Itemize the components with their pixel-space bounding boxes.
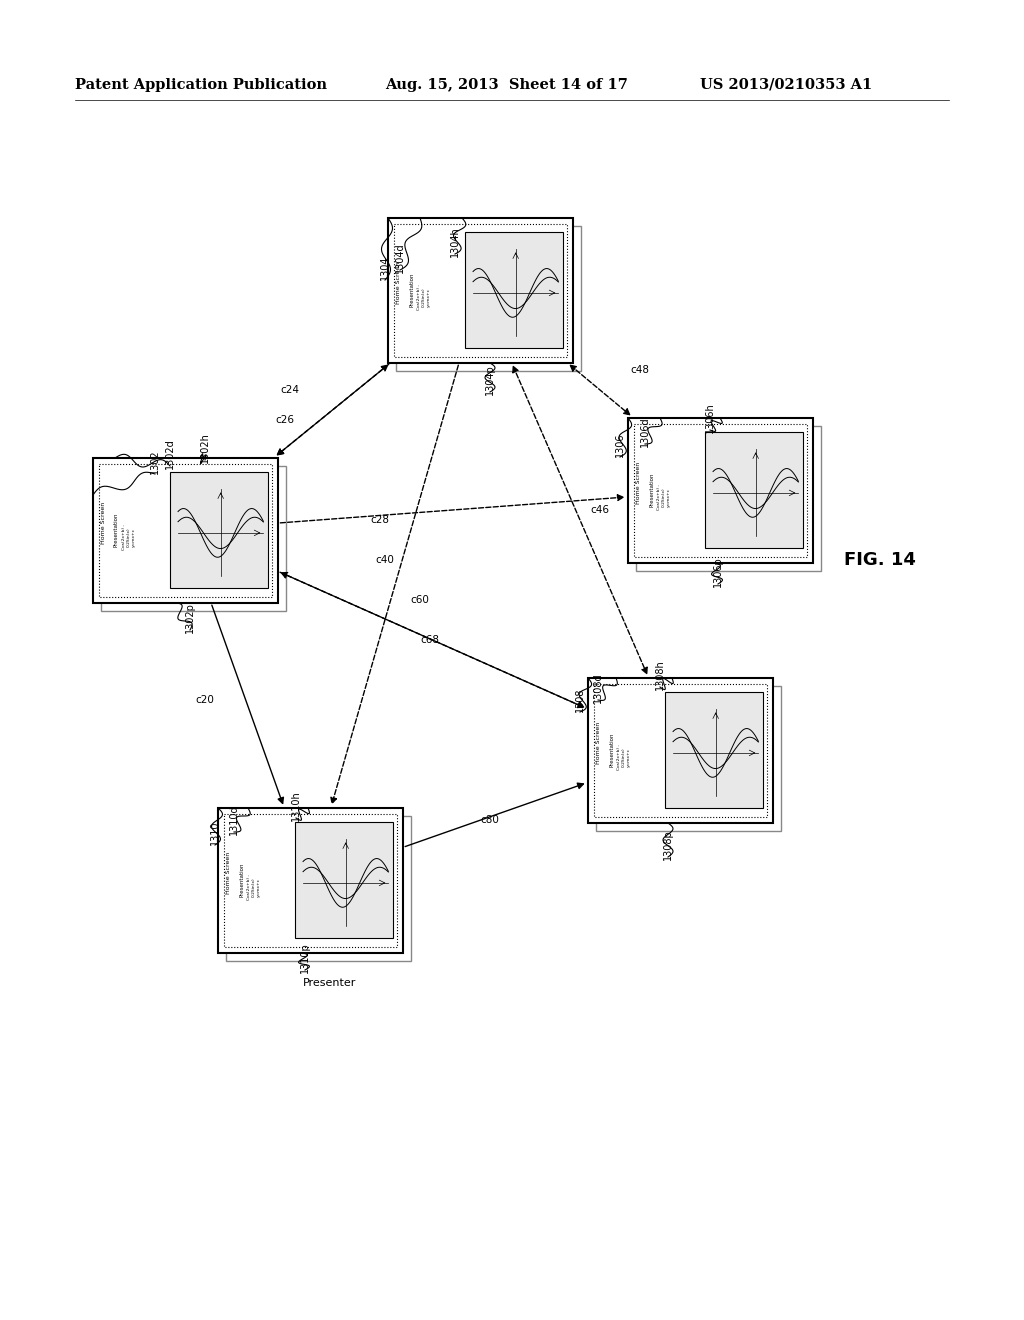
- Text: 1310d: 1310d: [229, 805, 239, 836]
- Text: 1304h: 1304h: [450, 227, 460, 257]
- Text: 1310h: 1310h: [291, 791, 301, 821]
- Text: Presentation: Presentation: [409, 273, 414, 308]
- Text: c60: c60: [411, 595, 429, 605]
- Text: 1306h: 1306h: [705, 403, 715, 433]
- Text: 1304d: 1304d: [395, 243, 406, 273]
- FancyArrowPatch shape: [282, 573, 584, 708]
- FancyArrowPatch shape: [570, 366, 630, 414]
- Text: Patent Application Publication: Patent Application Publication: [75, 78, 327, 92]
- Text: 1310p: 1310p: [300, 942, 310, 973]
- FancyBboxPatch shape: [588, 677, 772, 822]
- FancyBboxPatch shape: [100, 466, 286, 610]
- FancyBboxPatch shape: [594, 684, 767, 817]
- Text: 1308: 1308: [575, 688, 585, 713]
- Text: 1308d: 1308d: [593, 673, 603, 704]
- Text: 1302: 1302: [150, 450, 160, 474]
- Text: Aug. 15, 2013  Sheet 14 of 17: Aug. 15, 2013 Sheet 14 of 17: [385, 78, 628, 92]
- Text: c46: c46: [591, 506, 609, 515]
- Text: c68: c68: [421, 635, 439, 645]
- FancyBboxPatch shape: [295, 822, 393, 939]
- Text: 1308h: 1308h: [655, 660, 665, 690]
- Text: 1304: 1304: [380, 256, 390, 280]
- Text: 1302d: 1302d: [165, 438, 175, 470]
- FancyBboxPatch shape: [636, 425, 820, 570]
- FancyBboxPatch shape: [465, 232, 563, 348]
- Text: Cos(2x+b) -
0.2Sin(x)
y=mx+c: Cos(2x+b) - 0.2Sin(x) y=mx+c: [616, 744, 631, 771]
- Text: c20: c20: [196, 696, 214, 705]
- Text: Presentation: Presentation: [649, 473, 654, 507]
- Text: Presentation: Presentation: [114, 512, 119, 548]
- FancyBboxPatch shape: [628, 417, 812, 562]
- FancyBboxPatch shape: [225, 816, 411, 961]
- Text: Home Screen: Home Screen: [226, 851, 231, 894]
- Text: 1306p: 1306p: [713, 557, 723, 587]
- FancyBboxPatch shape: [92, 458, 278, 602]
- Text: c48: c48: [631, 366, 649, 375]
- FancyArrowPatch shape: [278, 366, 387, 455]
- FancyArrowPatch shape: [212, 605, 284, 804]
- Text: 1306d: 1306d: [640, 417, 650, 447]
- FancyBboxPatch shape: [666, 692, 763, 808]
- FancyBboxPatch shape: [634, 424, 807, 557]
- Text: Cos(2x+b) -
0.2Sin(x)
y=mx+c: Cos(2x+b) - 0.2Sin(x) y=mx+c: [417, 284, 430, 310]
- Text: c40: c40: [376, 554, 394, 565]
- Text: 1310: 1310: [210, 821, 220, 845]
- Text: 1308p: 1308p: [663, 830, 673, 861]
- Text: c80: c80: [480, 814, 500, 825]
- Text: c24: c24: [281, 385, 299, 395]
- Text: FIG. 14: FIG. 14: [844, 550, 915, 569]
- Text: Cos(2x+b) -
0.2Sin(x)
y=mx+c: Cos(2x+b) - 0.2Sin(x) y=mx+c: [656, 484, 671, 511]
- FancyBboxPatch shape: [596, 685, 780, 830]
- FancyArrowPatch shape: [281, 495, 624, 523]
- FancyBboxPatch shape: [223, 813, 396, 946]
- Text: Cos(2x+b) -
0.2Sin(x)
y=mx+c: Cos(2x+b) - 0.2Sin(x) y=mx+c: [122, 524, 135, 550]
- Text: Presenter: Presenter: [303, 978, 356, 987]
- FancyBboxPatch shape: [395, 226, 581, 371]
- Text: US 2013/0210353 A1: US 2013/0210353 A1: [700, 78, 872, 92]
- Text: c26: c26: [275, 414, 295, 425]
- FancyBboxPatch shape: [98, 463, 271, 597]
- FancyArrowPatch shape: [280, 573, 584, 708]
- FancyBboxPatch shape: [706, 432, 803, 548]
- FancyBboxPatch shape: [393, 223, 566, 356]
- Text: Home Screen: Home Screen: [101, 502, 106, 544]
- Text: 1302p: 1302p: [185, 602, 195, 634]
- Text: 1302h: 1302h: [200, 433, 210, 463]
- Text: Home Screen: Home Screen: [596, 722, 601, 764]
- FancyArrowPatch shape: [513, 367, 647, 673]
- FancyArrowPatch shape: [406, 783, 584, 846]
- Text: Home Screen: Home Screen: [636, 462, 641, 504]
- Text: Cos(2x+b) -
0.2Sin(x)
y=mx+c: Cos(2x+b) - 0.2Sin(x) y=mx+c: [247, 874, 260, 900]
- FancyBboxPatch shape: [170, 473, 268, 587]
- Text: Presentation: Presentation: [609, 733, 614, 767]
- FancyArrowPatch shape: [331, 366, 459, 804]
- Text: Presentation: Presentation: [239, 863, 244, 898]
- FancyBboxPatch shape: [217, 808, 402, 953]
- Text: c28: c28: [371, 515, 389, 525]
- Text: Home Screen: Home Screen: [396, 261, 401, 304]
- Text: 1304p: 1304p: [485, 364, 495, 396]
- FancyArrowPatch shape: [278, 364, 389, 455]
- FancyBboxPatch shape: [387, 218, 572, 363]
- Text: 1306: 1306: [615, 433, 625, 457]
